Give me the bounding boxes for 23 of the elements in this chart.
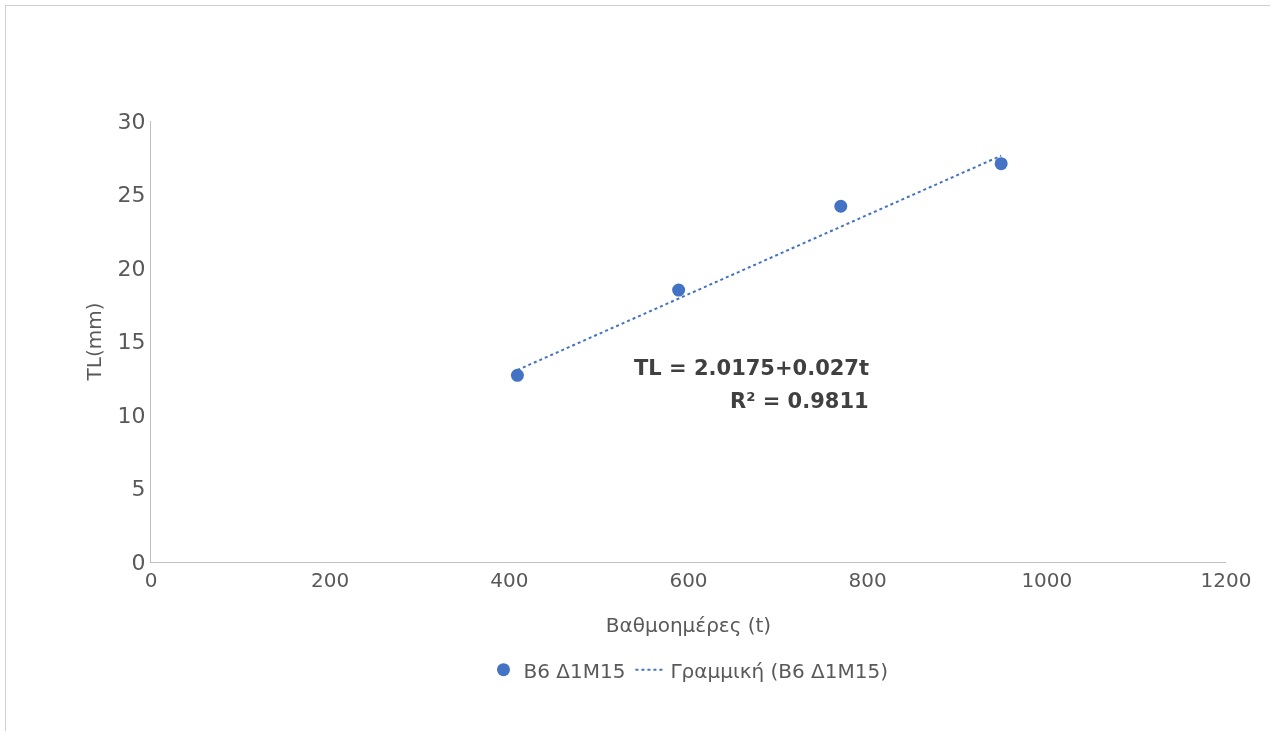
x-tick-label: 1200 xyxy=(1200,568,1252,592)
x-tick-label: 400 xyxy=(490,568,529,592)
point xyxy=(994,157,1008,171)
x-tick-label: 600 xyxy=(669,568,708,592)
annotation: R² = 0.9811 xyxy=(730,389,869,413)
y-tick-label: 15 xyxy=(117,329,146,355)
annotation: TL = 2.0175+0.027t xyxy=(634,356,870,380)
x-tick-label: 800 xyxy=(848,568,887,592)
y-axis-title: TL(mm) xyxy=(82,302,106,382)
y-tick-label: 25 xyxy=(117,182,146,208)
y-tick-label: 0 xyxy=(131,549,146,575)
legend-label: B6 Δ1M15 xyxy=(523,658,626,683)
x-axis-title: Βαθμοημέρες (t) xyxy=(605,613,772,637)
y-tick-label: 30 xyxy=(117,108,146,134)
point xyxy=(510,368,524,382)
point xyxy=(672,283,686,297)
point xyxy=(834,199,848,213)
legend-label: Γραμμική (B6 Δ1M15) xyxy=(670,658,888,683)
x-tick-label: 200 xyxy=(311,568,350,592)
y-tick-label: 5 xyxy=(131,476,146,502)
x-tick-label: 1000 xyxy=(1021,568,1073,592)
y-tick-label: 10 xyxy=(117,402,146,428)
y-tick-label: 20 xyxy=(117,255,146,281)
